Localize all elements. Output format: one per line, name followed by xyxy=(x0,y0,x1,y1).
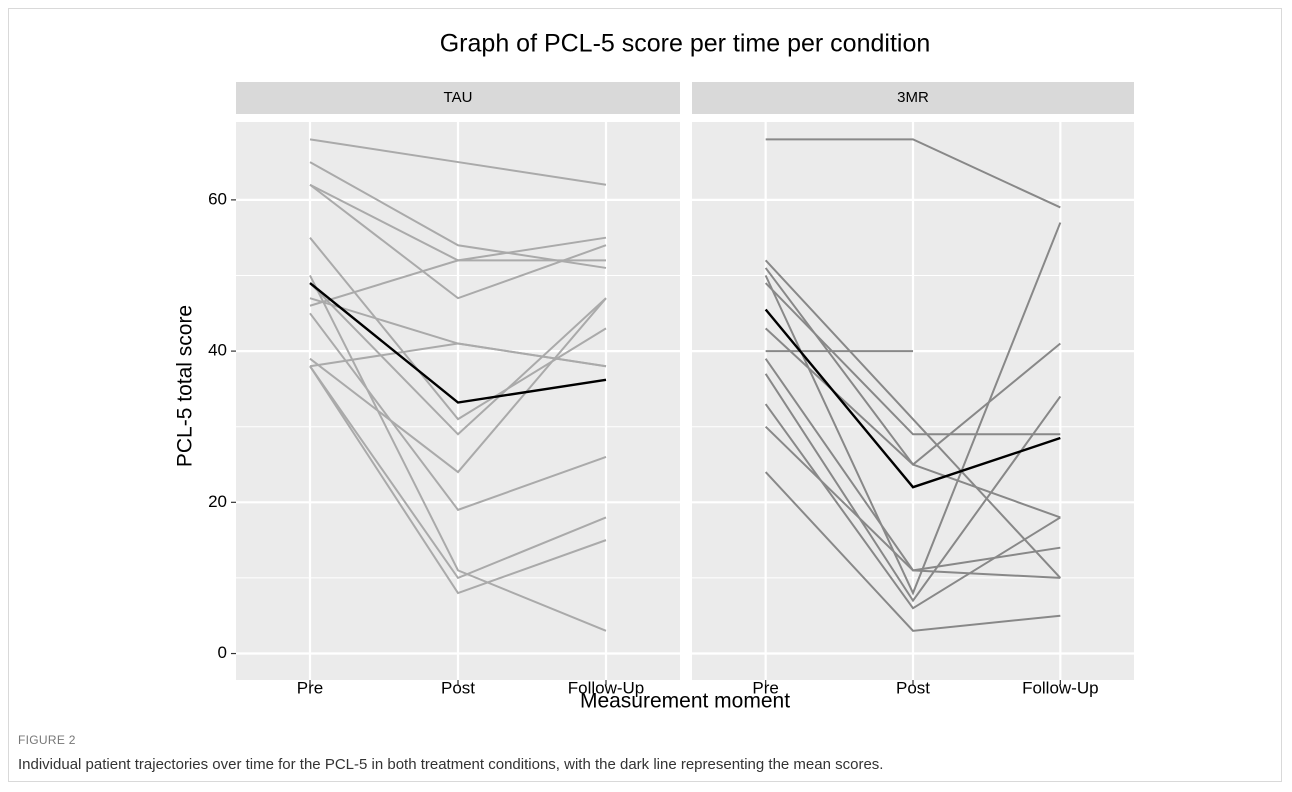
trajectory-line xyxy=(764,282,1061,436)
x-tick-label: Follow-Up xyxy=(568,678,645,697)
trajectory-line xyxy=(309,297,607,474)
strip-background xyxy=(236,82,680,114)
trajectory-line xyxy=(309,312,607,512)
x-tick-label: Post xyxy=(896,678,930,697)
x-tick-label: Pre xyxy=(297,678,323,697)
caption-text: Individual patient trajectories over tim… xyxy=(18,756,884,773)
strip-label: TAU xyxy=(444,89,473,106)
trajectory-line xyxy=(764,425,1061,579)
x-axis-label: Measurement moment xyxy=(580,690,790,713)
trajectory-line xyxy=(764,327,1061,466)
trajectory-line xyxy=(764,373,1062,603)
y-tick-label: 60 xyxy=(208,189,227,208)
trajectory-line xyxy=(309,365,607,580)
trajectory-line xyxy=(764,403,1061,610)
trajectory-line xyxy=(309,365,607,595)
caption-label: FIGURE 2 xyxy=(18,733,76,747)
y-axis-label: PCL-5 total score xyxy=(174,305,197,467)
chart: Graph of PCL-5 score per time per condit… xyxy=(174,30,1134,713)
trajectory-line xyxy=(764,471,1061,632)
x-tick-label: Post xyxy=(441,678,475,697)
y-tick-label: 0 xyxy=(218,643,227,662)
strip-background xyxy=(692,82,1134,114)
trajectory-line xyxy=(309,342,607,368)
trajectory-line xyxy=(309,275,607,632)
x-tick-label: Follow-Up xyxy=(1022,678,1099,697)
trajectory-line xyxy=(764,308,1061,489)
trajectory-line xyxy=(764,222,1062,596)
y-tick-label: 40 xyxy=(208,341,227,360)
trajectory-line xyxy=(309,282,607,436)
trajectory-line xyxy=(309,282,607,404)
trajectory-line xyxy=(309,236,607,307)
trajectory-line xyxy=(309,138,607,186)
figure-frame xyxy=(8,8,1282,782)
y-tick-label: 20 xyxy=(208,492,227,511)
trajectory-line xyxy=(309,183,607,300)
x-tick-label: Pre xyxy=(752,678,778,697)
trajectory-line xyxy=(765,138,1061,209)
strip-label: 3MR xyxy=(897,89,929,106)
trajectory-line xyxy=(764,259,1062,579)
chart-title: Graph of PCL-5 score per time per condit… xyxy=(440,30,931,58)
